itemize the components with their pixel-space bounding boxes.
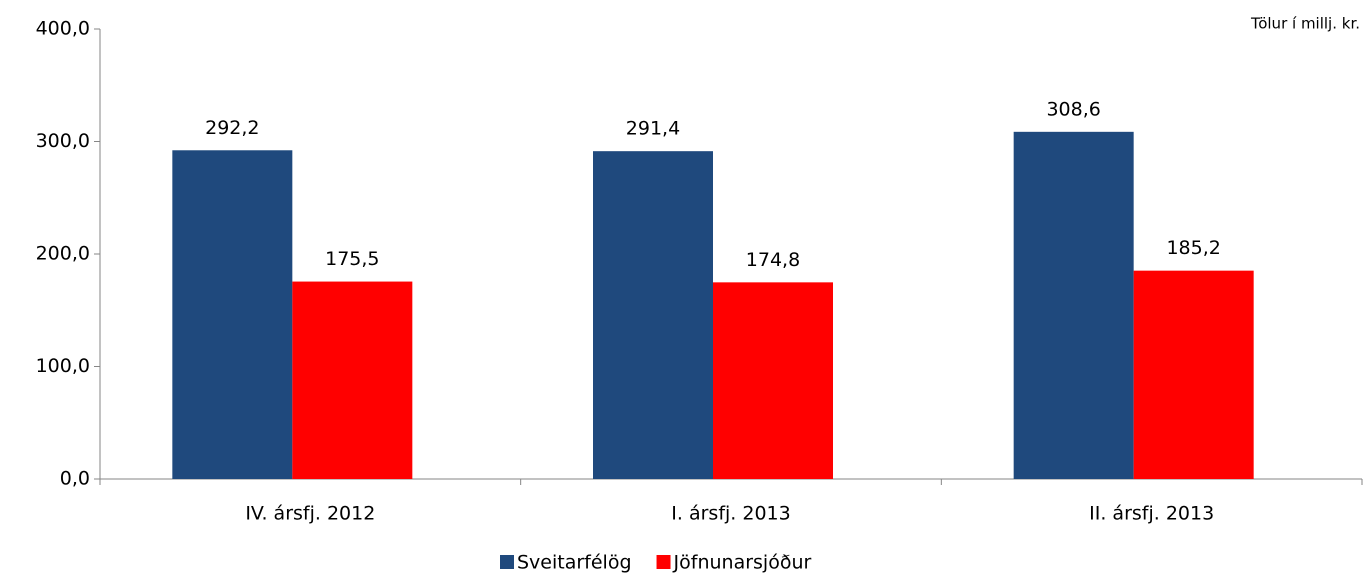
x-tick-label: II. ársfj. 2013: [1089, 503, 1214, 525]
value-label: 292,2: [205, 117, 259, 139]
legend-label: Sveitarfélög: [517, 552, 632, 574]
y-tick-label: 200,0: [36, 243, 90, 265]
y-tick-label: 100,0: [36, 355, 90, 377]
bar: [172, 150, 293, 479]
legend-swatch: [656, 555, 671, 569]
bar: [1133, 270, 1254, 479]
value-label: 308,6: [1046, 98, 1100, 120]
value-label: 291,4: [626, 118, 680, 140]
bar: [1013, 131, 1134, 479]
bar: [292, 281, 413, 479]
y-tick-label: 300,0: [36, 130, 90, 152]
x-tick-label: I. ársfj. 2013: [671, 503, 790, 525]
x-tick-label: IV. ársfj. 2012: [245, 503, 375, 525]
value-label: 185,2: [1166, 237, 1220, 259]
annotation: Tölur í millj. kr.: [1250, 15, 1360, 33]
bar: [713, 282, 833, 479]
y-tick-label: 0,0: [60, 468, 90, 490]
value-label: 174,8: [746, 249, 800, 271]
value-label: 175,5: [325, 248, 379, 270]
bar: [593, 151, 713, 480]
legend-label: Jöfnunarsjóður: [673, 552, 812, 574]
legend-swatch: [500, 555, 514, 569]
y-tick-label: 400,0: [36, 18, 90, 40]
